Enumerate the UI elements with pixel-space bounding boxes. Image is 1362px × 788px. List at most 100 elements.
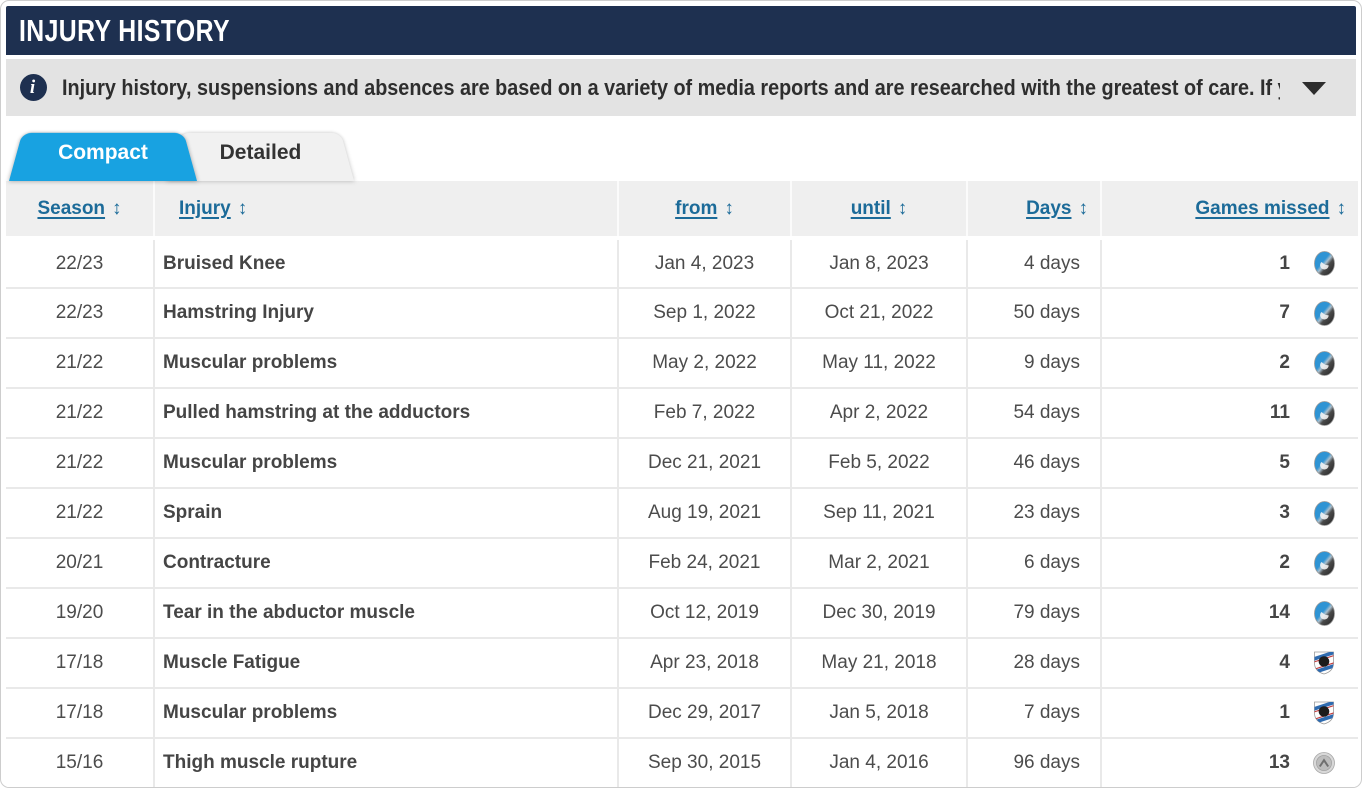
games-missed-count: 11 (1269, 402, 1290, 423)
sort-icon[interactable]: ↕ (1078, 197, 1089, 219)
tab-detailed-label: Detailed (219, 140, 302, 164)
days-cell: 6 days (967, 538, 1102, 589)
days-cell: 9 days (967, 338, 1102, 389)
sort-until-link[interactable]: until (850, 197, 891, 219)
days-cell: 50 days (967, 288, 1102, 339)
games-missed-wrap: 4 (1102, 650, 1358, 676)
injury-cell: Muscular problems (154, 438, 619, 489)
games-missed-wrap: 5 (1102, 450, 1358, 476)
games-missed-wrap: 11 (1102, 400, 1358, 426)
atalanta-crest-icon[interactable] (1312, 251, 1336, 277)
games-missed-cell: 11 (1101, 388, 1358, 439)
atalanta-crest-icon[interactable] (1312, 450, 1336, 476)
until-date-cell: Mar 2, 2021 (791, 538, 968, 589)
sort-icon[interactable]: ↕ (724, 197, 734, 219)
injury-cell: Muscular problems (154, 338, 619, 389)
atalanta-crest-icon[interactable] (1312, 400, 1336, 426)
sort-days-link[interactable]: Days (1026, 197, 1072, 219)
season-cell: 22/23 (6, 238, 155, 289)
days-cell: 4 days (967, 238, 1102, 289)
notice-bar: i Injury history, suspensions and absenc… (6, 59, 1356, 116)
until-date-cell: Sep 11, 2021 (791, 488, 968, 539)
season-cell: 17/18 (6, 638, 155, 689)
table-row: 17/18 Muscle Fatigue Apr 23, 2018 May 21… (6, 638, 1358, 689)
table-row: 21/22 Muscular problems May 2, 2022 May … (6, 338, 1358, 389)
tab-compact[interactable]: Compact (9, 124, 197, 181)
games-missed-wrap: 3 (1102, 500, 1358, 526)
sort-icon[interactable]: ↕ (1336, 197, 1347, 219)
games-missed-cell: 4 (1101, 638, 1358, 689)
caret-down-icon[interactable] (1302, 81, 1326, 95)
days-cell: 54 days (967, 388, 1102, 439)
games-missed-cell: 2 (1101, 338, 1358, 389)
games-missed-count: 5 (1279, 452, 1290, 473)
table-row: 20/21 Contracture Feb 24, 2021 Mar 2, 20… (6, 538, 1358, 589)
table-row: 19/20 Tear in the abductor muscle Oct 12… (6, 588, 1358, 639)
atalanta-crest-icon[interactable] (1312, 300, 1336, 326)
from-date-cell: Feb 7, 2022 (618, 388, 792, 439)
from-date-cell: Apr 23, 2018 (618, 638, 792, 689)
injury-cell: Muscle Fatigue (154, 638, 619, 689)
table-row: 21/22 Sprain Aug 19, 2021 Sep 11, 2021 2… (6, 488, 1358, 539)
games-missed-cell: 1 (1101, 238, 1358, 289)
table-row: 21/22 Pulled hamstring at the adductors … (6, 388, 1358, 439)
season-cell: 21/22 (6, 488, 155, 539)
atalanta-crest-icon[interactable] (1312, 600, 1336, 626)
table-row: 17/18 Muscular problems Dec 29, 2017 Jan… (6, 688, 1358, 739)
days-cell: 23 days (967, 488, 1102, 539)
season-cell: 20/21 (6, 538, 155, 589)
days-cell: 46 days (967, 438, 1102, 489)
from-date-cell: Oct 12, 2019 (618, 588, 792, 639)
from-date-cell: May 2, 2022 (618, 338, 792, 389)
gray-club-crest-icon[interactable] (1312, 750, 1336, 776)
column-header-from: from ↕ (618, 181, 792, 240)
until-date-cell: Jan 8, 2023 (791, 238, 968, 289)
games-missed-cell: 14 (1101, 588, 1358, 639)
tab-bar: Detailed Compact (6, 116, 1356, 181)
from-date-cell: Jan 4, 2023 (618, 238, 792, 289)
games-missed-cell: 2 (1101, 538, 1358, 589)
tab-detailed[interactable]: Detailed (167, 124, 354, 181)
column-header-days: Days ↕ (967, 181, 1102, 240)
until-date-cell: Oct 21, 2022 (791, 288, 968, 339)
games-missed-count: 1 (1279, 702, 1290, 723)
season-cell: 15/16 (6, 738, 155, 787)
days-cell: 7 days (967, 688, 1102, 739)
info-icon: i (20, 74, 47, 101)
sampdoria-crest-icon[interactable] (1312, 650, 1336, 676)
table-row: 22/23 Bruised Knee Jan 4, 2023 Jan 8, 20… (6, 238, 1358, 289)
column-header-until: until ↕ (791, 181, 968, 240)
injury-cell: Tear in the abductor muscle (154, 588, 619, 639)
until-date-cell: Jan 5, 2018 (791, 688, 968, 739)
atalanta-crest-icon[interactable] (1312, 350, 1336, 376)
sampdoria-crest-icon[interactable] (1312, 700, 1336, 726)
sort-injury-link[interactable]: Injury (179, 197, 231, 219)
season-cell: 21/22 (6, 338, 155, 389)
games-missed-count: 2 (1279, 352, 1290, 373)
injury-cell: Hamstring Injury (154, 288, 619, 339)
until-date-cell: Dec 30, 2019 (791, 588, 968, 639)
games-missed-cell: 7 (1101, 288, 1358, 339)
games-missed-wrap: 1 (1102, 251, 1358, 277)
from-date-cell: Sep 1, 2022 (618, 288, 792, 339)
atalanta-crest-icon[interactable] (1312, 550, 1336, 576)
sort-icon[interactable]: ↕ (897, 197, 908, 219)
games-missed-wrap: 2 (1102, 350, 1358, 376)
atalanta-crest-icon[interactable] (1312, 500, 1336, 526)
sort-season-link[interactable]: Season (37, 197, 106, 219)
games-missed-cell: 1 (1101, 688, 1358, 739)
sort-icon[interactable]: ↕ (112, 197, 122, 219)
sort-from-link[interactable]: from (675, 197, 718, 219)
from-date-cell: Dec 29, 2017 (618, 688, 792, 739)
games-missed-count: 14 (1268, 602, 1290, 623)
sort-icon[interactable]: ↕ (237, 197, 248, 219)
table-row: 22/23 Hamstring Injury Sep 1, 2022 Oct 2… (6, 288, 1358, 339)
games-missed-count: 3 (1279, 502, 1290, 523)
days-cell: 28 days (967, 638, 1102, 689)
season-cell: 17/18 (6, 688, 155, 739)
games-missed-cell: 5 (1101, 438, 1358, 489)
table-row: 21/22 Muscular problems Dec 21, 2021 Feb… (6, 438, 1358, 489)
from-date-cell: Aug 19, 2021 (618, 488, 792, 539)
injury-table: Season ↕ Injury ↕ from ↕ until ↕ Days ↕ Games… (6, 181, 1358, 787)
sort-games-missed-link[interactable]: Games missed (1195, 197, 1330, 219)
